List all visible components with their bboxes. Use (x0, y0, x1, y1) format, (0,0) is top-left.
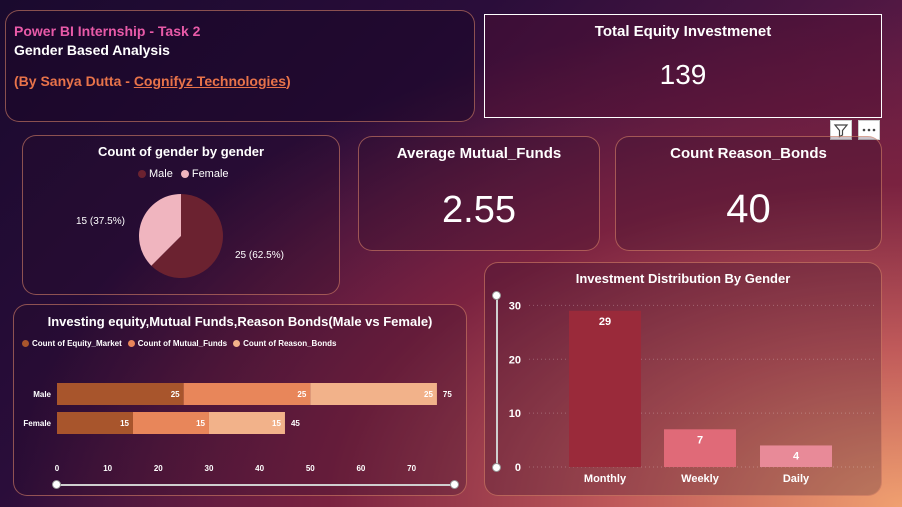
pie-slice-female[interactable] (139, 194, 181, 266)
x-tick-label: 40 (255, 464, 264, 473)
legend-item-mutual[interactable]: Count of Mutual_Funds (127, 339, 228, 348)
report-subtitle: Gender Based Analysis (14, 42, 170, 58)
legend-swatch-male (138, 170, 146, 178)
legend-item-bonds[interactable]: Count of Reason_Bonds (233, 339, 336, 348)
bar-data-label: 25 (297, 390, 306, 399)
investment-distribution-card[interactable]: Investment Distribution By Gender 0 10 20 3… (484, 262, 882, 496)
legend-label-female: Female (191, 168, 229, 180)
gender-pie-card[interactable]: Count of gender by gender Male Female 25… (22, 135, 340, 295)
x-tick-label: 10 (103, 464, 112, 473)
y-tick-label: 30 (509, 300, 521, 312)
column-monthly[interactable] (569, 310, 641, 467)
x-category-label: Monthly (584, 473, 627, 485)
x-zoom-handle-left[interactable] (52, 480, 61, 489)
total-equity-value: 139 (659, 59, 707, 90)
pie-label-female: 15 (37.5%) (76, 216, 125, 227)
x-tick-label: 30 (205, 464, 214, 473)
bar-segment[interactable] (132, 412, 209, 434)
pie-label-male: 25 (62.5%) (235, 250, 284, 261)
author-line: (By Sanya Dutta - Cognifyz Technologies) (14, 73, 291, 89)
column-weekly[interactable] (664, 429, 736, 467)
legend-label-equity: Count of Equity_Market (32, 339, 122, 348)
legend-swatch-mutual (127, 340, 135, 347)
bar-segment[interactable] (57, 383, 184, 405)
pie-chart-title: Count of gender by gender (97, 144, 265, 159)
x-tick-label: 20 (154, 464, 163, 473)
column-daily[interactable] (760, 445, 832, 467)
bar-data-label: 15 (196, 419, 205, 428)
filter-button[interactable] (830, 120, 852, 140)
column-data-label: 4 (793, 450, 800, 462)
y-axis-zoom-track[interactable] (496, 296, 498, 466)
filter-icon (833, 124, 849, 138)
author-suffix: ) (286, 73, 291, 89)
x-category-label: Weekly (681, 473, 720, 485)
bar-data-label: 25 (424, 390, 433, 399)
y-tick-label: 0 (515, 462, 521, 474)
bar-category-female: Female (23, 419, 51, 428)
stacked-bar-title: Investing equity,Mutual Funds,Reason Bon… (47, 314, 433, 329)
bar-data-label: 15 (120, 419, 129, 428)
y-tick-label: 20 (509, 354, 521, 366)
x-tick-label: 60 (356, 464, 365, 473)
legend-label-bonds: Count of Reason_Bonds (243, 339, 337, 348)
legend-label-male: Male (149, 168, 173, 180)
bar-segment[interactable] (310, 383, 437, 405)
bar-segment[interactable] (183, 383, 311, 405)
company-link[interactable]: Cognifyz Technologies (133, 73, 287, 89)
pie-chart: 25 (62.5%) 15 (37.5%) (76, 194, 284, 278)
bar-total-label: 45 (291, 419, 300, 428)
report-title: Power BI Internship - Task 2 (14, 23, 201, 39)
bar-category-male: Male (33, 390, 51, 399)
column-data-label: 29 (599, 316, 611, 328)
bar-data-label: 15 (272, 419, 281, 428)
x-tick-label: 70 (407, 464, 416, 473)
count-reason-bonds-title: Count Reason_Bonds (670, 145, 827, 162)
x-axis-zoom-track[interactable] (57, 484, 454, 486)
bar-segment[interactable] (57, 412, 133, 434)
pie-legend: Male Female (138, 168, 229, 180)
x-tick-label: 50 (306, 464, 315, 473)
bar-data-label: 25 (171, 390, 180, 399)
x-tick-label: 0 (55, 464, 60, 473)
count-reason-bonds-card[interactable]: Count Reason_Bonds 40 (615, 136, 882, 251)
total-equity-title: Total Equity Investmenet (594, 23, 772, 40)
legend-swatch-equity (22, 340, 29, 347)
legend-label-mutual: Count of Mutual_Funds (137, 339, 228, 348)
total-equity-card[interactable]: Total Equity Investmenet 139 (484, 14, 882, 118)
legend-item-equity[interactable]: Count of Equity_Market (22, 339, 122, 348)
y-zoom-handle-bottom[interactable] (492, 463, 501, 472)
legend-swatch-female (180, 170, 189, 178)
count-reason-bonds-value: 40 (726, 187, 771, 231)
y-zoom-handle-top[interactable] (492, 291, 501, 300)
stacked-bar-card[interactable]: Investing equity,Mutual Funds,Reason Bon… (13, 304, 467, 496)
legend-item-female[interactable]: Female (180, 168, 229, 180)
bar-total-label: 75 (443, 390, 452, 399)
legend-item-male[interactable]: Male (138, 168, 173, 180)
avg-mutual-funds-title: Average Mutual_Funds (396, 145, 562, 162)
column-chart-title: Investment Distribution By Gender (575, 271, 791, 286)
stacked-bar-chart: Male 25 25 25 75 Female 15 15 15 45 0 10 20 30 40 50 60 7… (23, 383, 452, 473)
stacked-bar-legend: Count of Equity_Market Count of Mutual_F… (22, 339, 336, 348)
column-chart: 0 10 20 30 29 Monthly 7 Weekly 4 Daily (509, 300, 875, 485)
more-options-icon (862, 128, 876, 132)
avg-mutual-funds-card[interactable]: Average Mutual_Funds 2.55 (358, 136, 600, 251)
bar-segment[interactable] (208, 412, 285, 434)
avg-mutual-funds-value: 2.55 (442, 189, 516, 231)
x-zoom-handle-right[interactable] (450, 480, 459, 489)
pie-slice-male[interactable] (151, 194, 224, 278)
column-data-label: 7 (697, 434, 703, 446)
report-title-card: Power BI Internship - Task 2 Gender Base… (5, 10, 475, 122)
x-category-label: Daily (783, 473, 810, 485)
legend-swatch-bonds (233, 340, 241, 347)
author-prefix: (By Sanya Dutta - (14, 73, 134, 89)
y-tick-label: 10 (509, 408, 521, 420)
